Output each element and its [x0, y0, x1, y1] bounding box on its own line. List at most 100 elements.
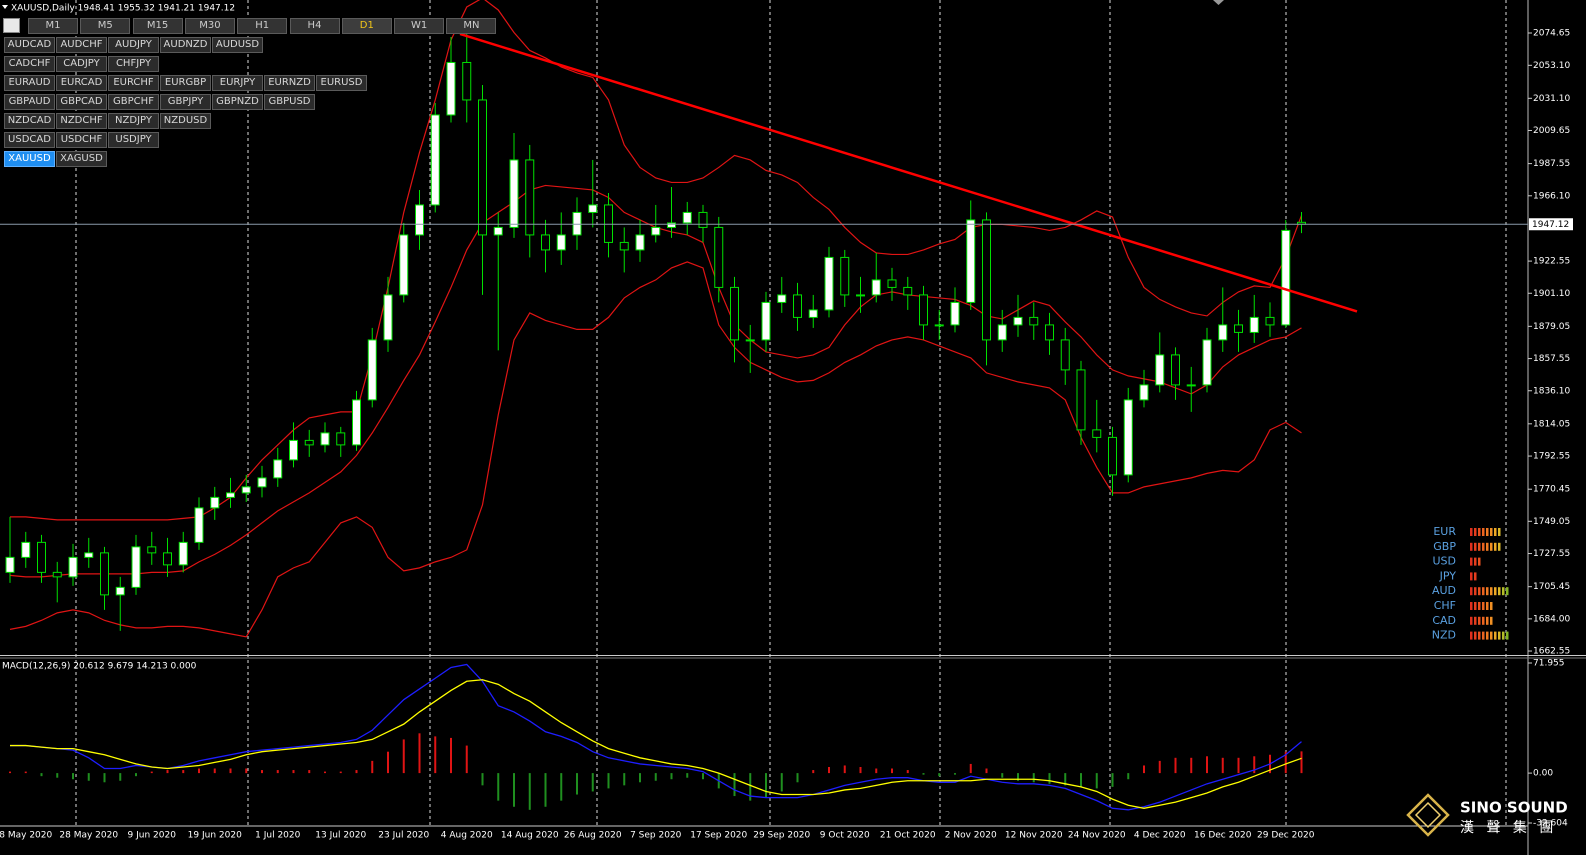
symbol-button[interactable]: EURNZD	[264, 75, 315, 91]
candle-body	[840, 256, 850, 296]
strength-bar	[1470, 557, 1473, 566]
candle-body	[541, 234, 550, 251]
symbol-button[interactable]: USDJPY	[108, 132, 159, 148]
strength-bar	[1498, 631, 1501, 640]
symbol-button[interactable]: USDCAD	[4, 132, 55, 148]
symbol-button[interactable]: NZDUSD	[160, 113, 211, 129]
symbol-button[interactable]: AUDCAD	[4, 37, 55, 53]
candle-body	[257, 477, 267, 488]
symbol-button[interactable]: XAUUSD	[4, 151, 55, 167]
x-tick-label: 2 Nov 2020	[945, 831, 997, 841]
symbol-button[interactable]: AUDUSD	[212, 37, 263, 53]
timeframe-button[interactable]: H4	[289, 18, 340, 34]
x-tick-label: 12 Nov 2020	[1005, 831, 1063, 841]
strength-meter	[1470, 557, 1481, 566]
candle-body	[588, 204, 598, 213]
strength-bar	[1502, 631, 1505, 640]
symbol-button[interactable]: GBPUSD	[264, 94, 315, 110]
candle-body	[919, 294, 928, 326]
candle-body	[682, 211, 692, 224]
y-tick-label: 1705.45	[1533, 582, 1570, 592]
x-tick-label: 4 Aug 2020	[441, 831, 493, 841]
candle-body	[509, 159, 519, 228]
symbol-button[interactable]: EURJPY	[212, 75, 263, 91]
candle-body	[761, 301, 771, 341]
x-tick-label: 9 Jun 2020	[128, 831, 177, 841]
symbol-button[interactable]: CADJPY	[56, 56, 107, 72]
candle-body	[651, 226, 661, 236]
dropdown-icon	[2, 5, 8, 9]
y-tick-label: 71.955	[1533, 659, 1565, 669]
candle-body	[84, 552, 94, 558]
candle-body	[430, 114, 440, 206]
x-tick-label: 8 May 2020	[0, 831, 52, 841]
candle-body	[100, 552, 109, 596]
timeframe-button[interactable]: MN	[446, 18, 497, 34]
symbol-button[interactable]: NZDJPY	[108, 113, 159, 129]
symbol-button[interactable]: EURCHF	[108, 75, 159, 91]
timeframe-button[interactable]: M1	[28, 18, 78, 34]
strength-bar	[1474, 542, 1477, 551]
strength-meter	[1470, 542, 1501, 551]
candle-body	[1234, 324, 1243, 333]
symbol-button[interactable]: EURCAD	[56, 75, 107, 91]
strength-bar	[1490, 631, 1493, 640]
candle-body	[777, 294, 787, 303]
candle-body	[194, 507, 204, 543]
x-tick-label: 29 Sep 2020	[753, 831, 810, 841]
timeframe-button[interactable]: M5	[80, 18, 131, 34]
symbol-button[interactable]: NZDCAD	[4, 113, 55, 129]
macd-line	[10, 663, 1302, 811]
symbol-button[interactable]: AUDCHF	[56, 37, 107, 53]
symbol-button[interactable]: NZDCHF	[56, 113, 107, 129]
symbol-button[interactable]: GBPJPY	[160, 94, 211, 110]
candle-body	[1060, 339, 1070, 371]
candle-body	[1123, 399, 1133, 476]
trendline	[459, 32, 1358, 313]
symbol-button[interactable]: AUDNZD	[160, 37, 211, 53]
dropdown-button[interactable]	[3, 18, 20, 33]
symbol-button[interactable]: AUDJPY	[108, 37, 159, 53]
candle-body	[304, 439, 314, 446]
symbol-button[interactable]: GBPCAD	[56, 94, 107, 110]
timeframe-button[interactable]: M15	[132, 18, 183, 34]
x-tick-label: 1 Jul 2020	[255, 831, 300, 841]
candle-body	[604, 204, 613, 243]
symbol-button[interactable]: GBPAUD	[4, 94, 55, 110]
strength-bar	[1490, 542, 1493, 551]
candle-body	[808, 309, 818, 318]
timeframe-button[interactable]: H1	[237, 18, 288, 34]
strength-meter	[1470, 587, 1509, 596]
strength-bar	[1506, 587, 1509, 596]
strength-bar	[1486, 542, 1489, 551]
symbol-button[interactable]: CADCHF	[4, 56, 55, 72]
timeframe-button[interactable]: W1	[394, 18, 445, 34]
timeframe-button[interactable]: D1	[341, 18, 392, 34]
symbol-button[interactable]: EURUSD	[316, 75, 367, 91]
strength-bar	[1470, 616, 1473, 625]
symbol-button[interactable]: EURAUD	[4, 75, 55, 91]
candle-body	[383, 294, 393, 341]
symbol-button[interactable]: XAGUSD	[56, 151, 107, 167]
symbol-button[interactable]: EURGBP	[160, 75, 211, 91]
current-price-label: 1947.12	[1532, 220, 1569, 230]
current-price-box	[1529, 218, 1573, 231]
y-tick-label: 1836.10	[1533, 386, 1570, 396]
strength-bar	[1474, 572, 1477, 581]
candle-body	[556, 234, 566, 251]
symbol-button[interactable]: USDCHF	[56, 132, 107, 148]
strength-bar	[1478, 528, 1481, 536]
symbol-button[interactable]: GBPNZD	[212, 94, 263, 110]
x-tick-label: 19 Jun 2020	[188, 831, 242, 841]
candle-body	[1186, 384, 1196, 387]
symbol-button[interactable]: CHFJPY	[108, 56, 159, 72]
strength-bar	[1470, 602, 1473, 610]
candle-body	[856, 294, 865, 297]
symbol-button[interactable]: GBPCHF	[108, 94, 159, 110]
candle-body	[37, 541, 46, 573]
strength-bar	[1478, 587, 1481, 596]
strength-bar	[1490, 602, 1493, 610]
timeframe-button[interactable]: M30	[184, 18, 235, 34]
strength-bar	[1478, 542, 1481, 551]
strength-bar	[1494, 631, 1497, 640]
